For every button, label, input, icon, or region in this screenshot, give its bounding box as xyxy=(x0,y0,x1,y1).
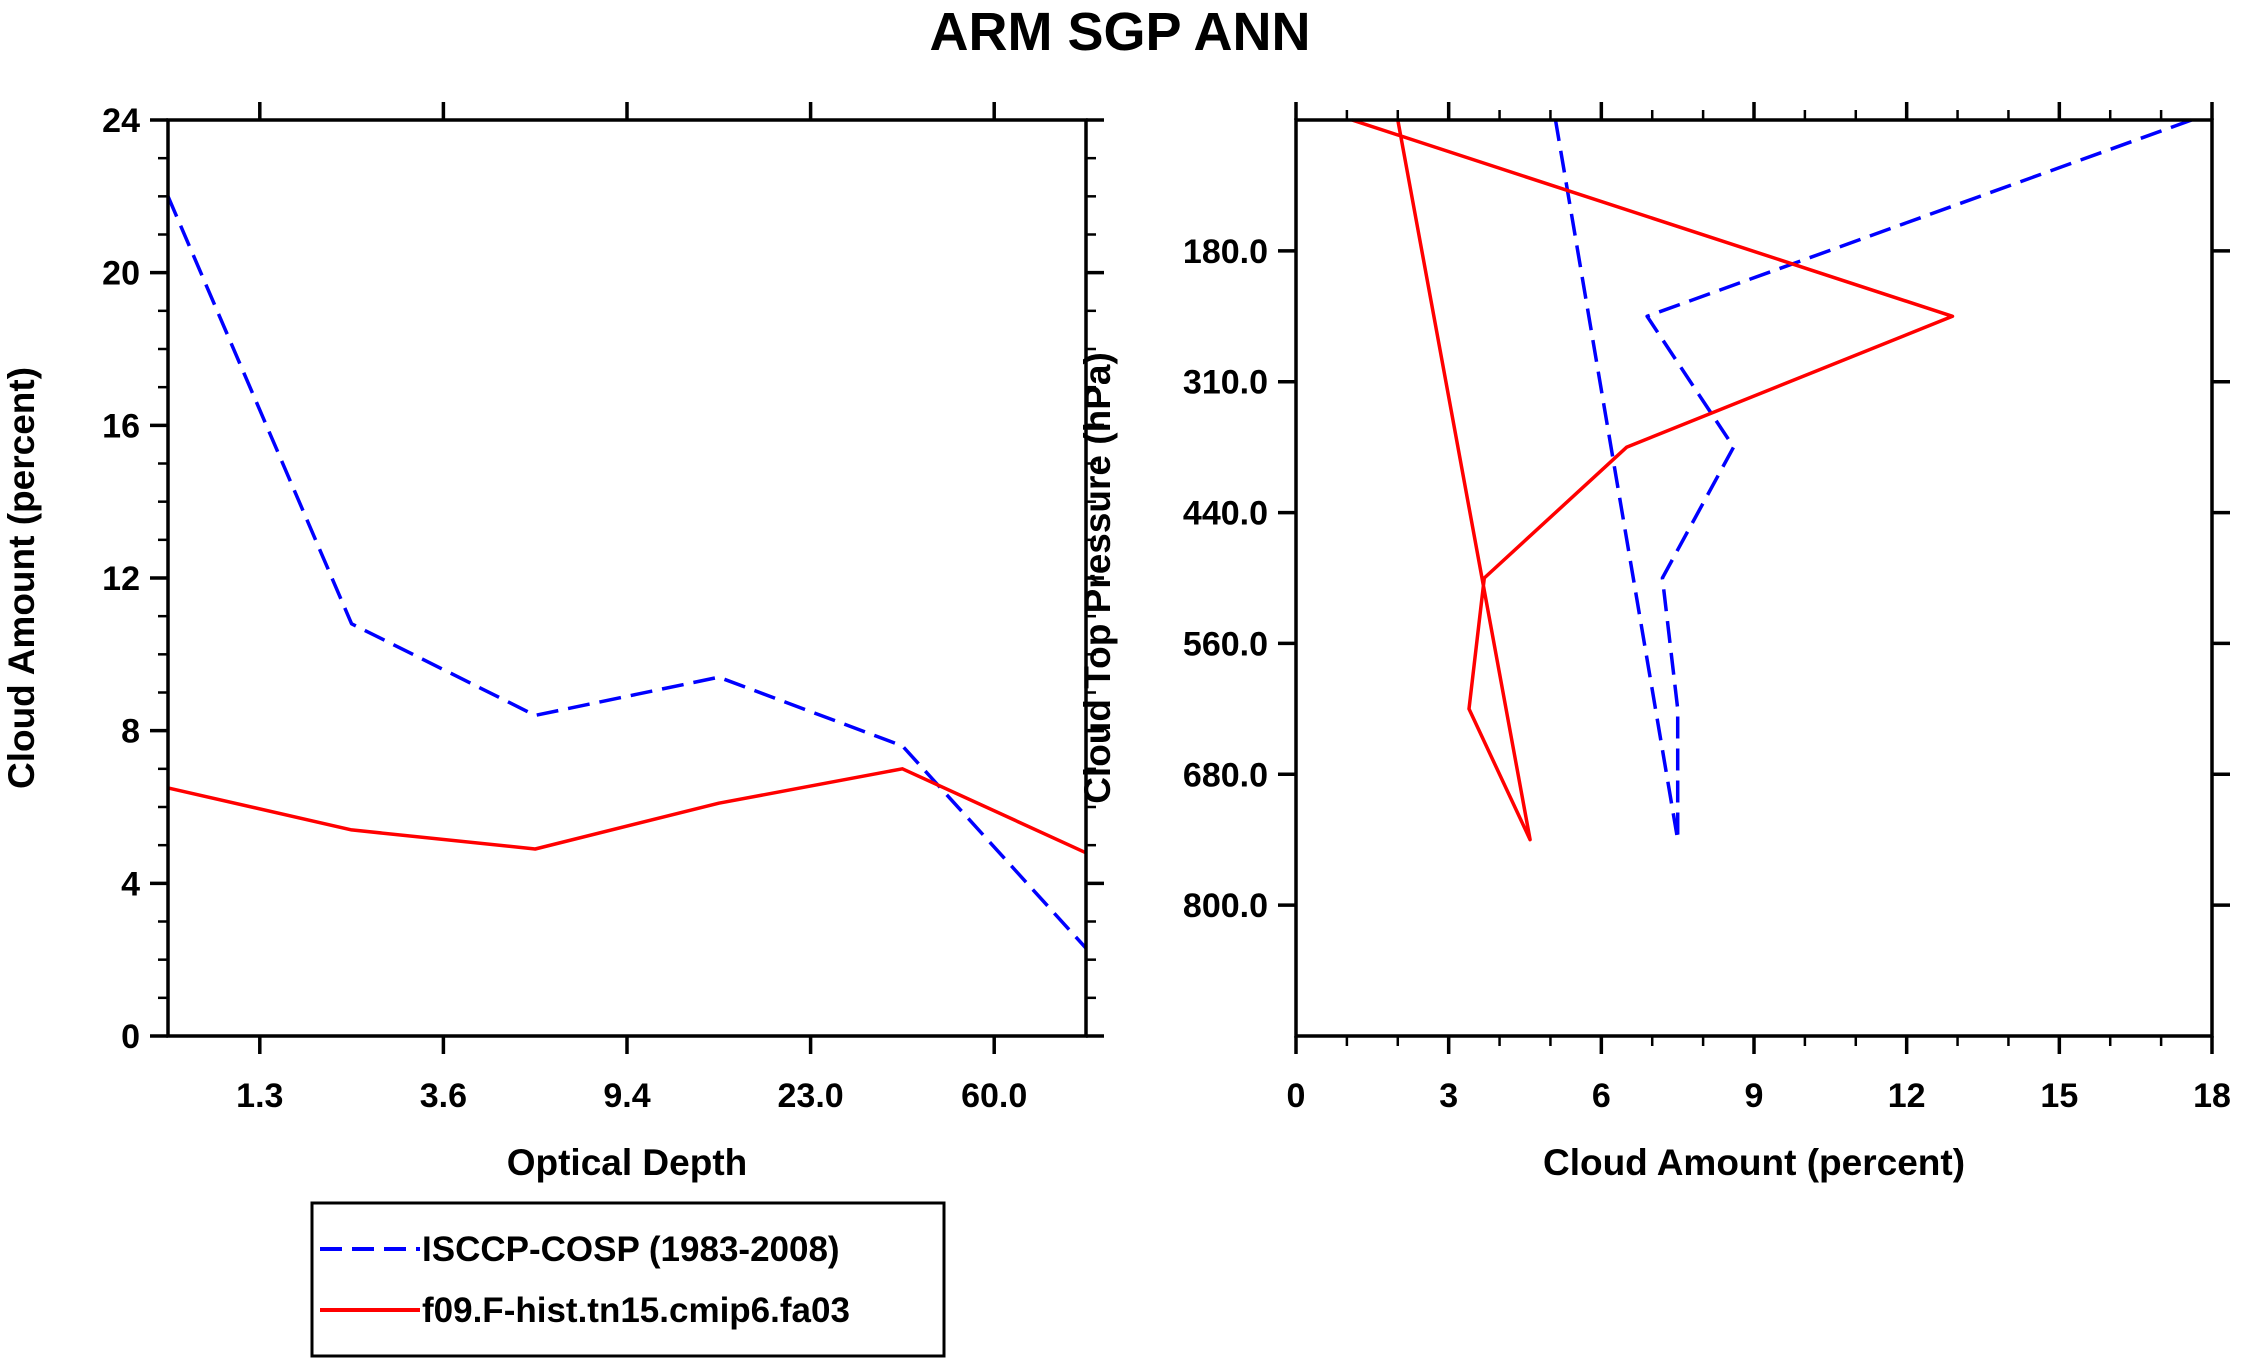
right-y-tick-label: 310.0 xyxy=(1183,364,1268,402)
left-y-tick-label: 0 xyxy=(121,1018,140,1056)
right-y-axis-label: Cloud Top Pressure (hPa) xyxy=(1077,352,1118,804)
right-x-tick-label: 18 xyxy=(2193,1077,2231,1115)
right-y-tick-label: 800.0 xyxy=(1183,887,1268,925)
legend-box xyxy=(310,1201,946,1358)
right-x-tick-label: 12 xyxy=(1888,1077,1926,1115)
chart-title: ARM SGP ANN xyxy=(929,2,1310,62)
left-x-tick-label: 9.4 xyxy=(603,1077,650,1115)
right-y-tick-label: 180.0 xyxy=(1183,233,1268,271)
left-x-tick-label: 3.6 xyxy=(420,1077,467,1115)
left-y-tick-label: 16 xyxy=(102,407,140,445)
left-x-tick-label: 23.0 xyxy=(778,1077,844,1115)
right-series-isccp-cosp-1983-2008 xyxy=(1553,118,2193,842)
right-panel-cloud-top-pressure: 0 3 6 9 12 15 18 180.0 310.0 440.0 560.0 680.0 800.0… xyxy=(1077,102,2231,1183)
left-y-tick-label: 24 xyxy=(102,102,140,140)
left-series-f09-f-hist-tn15-cmip6-fa03 xyxy=(167,767,1087,855)
left-y-axis-label: Cloud Amount (percent) xyxy=(1,367,42,789)
right-y-tick-label: 440.0 xyxy=(1183,495,1268,533)
left-plot-frame xyxy=(166,118,1088,1038)
legend-label-isccp: ISCCP-COSP (1983-2008) xyxy=(422,1230,840,1269)
right-x-tick-label: 0 xyxy=(1287,1077,1306,1115)
left-y-tick-label: 12 xyxy=(102,560,140,598)
left-y-tick-label: 4 xyxy=(121,865,140,903)
right-y-tick-label: 560.0 xyxy=(1183,625,1268,663)
right-x-tick-label: 9 xyxy=(1745,1077,1764,1115)
left-x-tick-label: 1.3 xyxy=(236,1077,283,1115)
legend: ISCCP-COSP (1983-2008) f09.F-hist.tn15.c… xyxy=(310,1201,946,1358)
right-x-tick-label: 15 xyxy=(2040,1077,2078,1115)
left-y-tick-label: 20 xyxy=(102,255,140,293)
left-x-axis-label: Optical Depth xyxy=(507,1142,748,1183)
right-x-tick-label: 3 xyxy=(1439,1077,1458,1115)
right-x-tick-label: 6 xyxy=(1592,1077,1611,1115)
right-plot-frame xyxy=(1294,118,2214,1038)
left-series-isccp-cosp-1983-2008 xyxy=(166,195,1088,950)
left-x-tick-label: 60.0 xyxy=(961,1077,1027,1115)
left-y-tick-label: 8 xyxy=(121,713,140,751)
left-panel-optical-depth: 0 4 8 12 16 20 24 1.3 3.6 9.4 23.0 60.0 Optical Dep… xyxy=(1,102,1104,1183)
right-y-tick-label: 680.0 xyxy=(1183,756,1268,794)
legend-label-model: f09.F-hist.tn15.cmip6.fa03 xyxy=(422,1291,850,1330)
right-x-axis-label: Cloud Amount (percent) xyxy=(1543,1142,1965,1183)
right-series-f09-f-hist-tn15-cmip6-fa03 xyxy=(1351,118,1955,842)
